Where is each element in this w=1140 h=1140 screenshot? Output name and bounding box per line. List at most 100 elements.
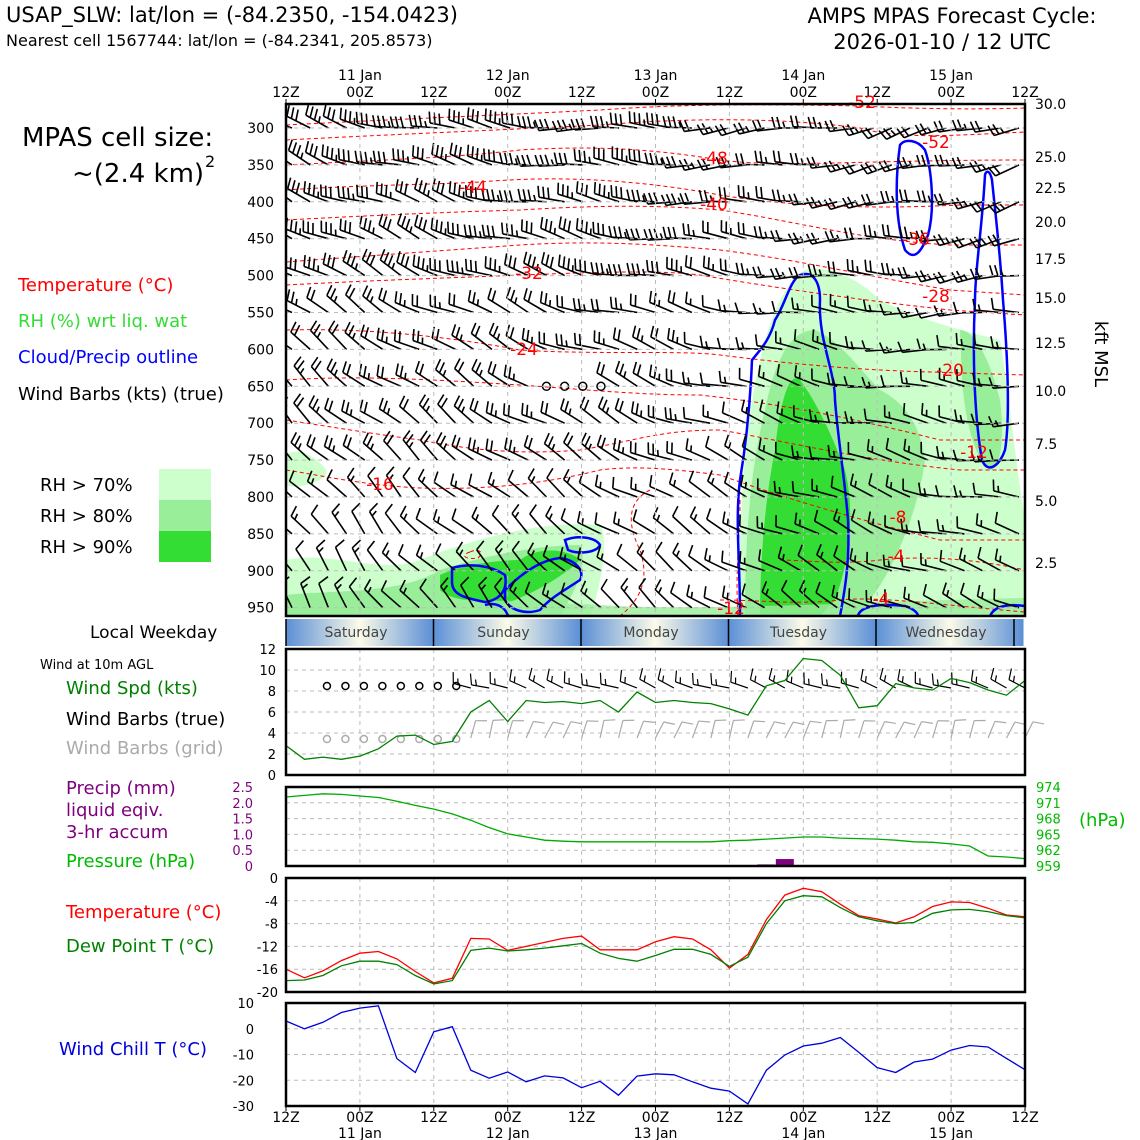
wind-barb [344,284,366,314]
wind-barb [612,511,638,535]
wind-barb [657,668,675,689]
altitude-tick-label: 25.0 [1035,150,1066,166]
top-time-tick: 00Z [494,85,521,101]
wind-barb [741,583,765,609]
wind-barb [516,154,547,167]
wind-barb [453,395,475,424]
wind-barb [580,580,602,609]
wind-barb [290,321,311,350]
wind-barb [509,669,527,689]
wind-barb [448,108,474,129]
wind-barb [594,512,620,535]
pressure-line [285,793,1026,860]
precip-tick-label: 0.5 [232,844,253,859]
wind-barb [816,543,838,572]
wind-barb [306,434,329,461]
windchill-label: Wind Chill T (°C) [59,1039,207,1060]
wind-barb [543,432,566,461]
wind-barb [636,720,655,739]
wind-barb [784,721,805,739]
wind-barb [362,432,384,461]
wind-chill-tick-label: -10 [233,1049,254,1064]
wind-barb [334,539,348,572]
wind-barb [646,260,674,277]
wind-barb [994,548,1020,572]
wind-barb [987,123,1020,137]
wind-barb [322,104,347,129]
wind-barb [629,293,656,314]
wind-barb [286,272,293,277]
wind-barb [866,439,893,461]
wind-barb [721,550,747,572]
wind-barb [523,435,547,461]
wind-barb [354,150,383,166]
wind-barb [625,228,656,241]
cell-size-title: MPAS cell size: [22,123,213,153]
wind-barb [775,331,802,351]
wind-barb [756,516,783,535]
temperature-contour-label: -36 [902,230,930,250]
wind-barb [647,442,674,461]
wind-barb [520,219,547,240]
wind-barb [858,720,876,739]
rh-key-label: RH > 90% [40,537,133,558]
wind-barb [749,668,767,689]
wind-barb [326,358,348,387]
bottom-time-axis: 12Z 00Z 12Z 00Z 12Z 00Z 12Z 00Z 12Z 00Z 12Z 11 Jan 1… [272,1106,1039,1140]
wind-barb [376,327,402,351]
wind-barb [414,177,438,203]
temperature-panel: 0 -4 -8 -12 -16 -20 [257,872,1027,1001]
wind-barb [702,255,729,277]
wind-barb [308,395,329,424]
weekday-label: Saturday [324,625,387,641]
cross-section-panel: -52-52-48-44-40-36-32-28-24-20-16-12-12-… [247,93,1111,619]
wind-barb [612,476,638,498]
wind-barb [435,431,457,461]
wind-barb [360,324,384,351]
dew-label: Dew Point T (°C) [66,936,214,957]
wind-barb [396,213,420,240]
wind-barb [397,544,420,572]
weekday-band [581,619,729,646]
wind-barb [811,368,838,388]
wind-barb [696,158,729,171]
wind-barb [844,411,874,424]
wind-barb [430,217,456,240]
legend-temperature: Temperature (°C) [17,275,173,296]
wind-barb [728,719,745,739]
wind-barb [821,719,838,739]
wind-barb [917,520,947,535]
wind-barb [1005,721,1027,739]
wind-barb [976,584,1002,609]
wind-barb [632,509,656,535]
wind-barb [990,297,1020,314]
wind-barb [321,144,347,166]
wind-barb [504,437,529,461]
temperature-contour-label: -52 [922,133,950,153]
wind-barb [523,251,547,277]
wind-barb [287,139,311,166]
wind-barb [286,378,293,387]
wind-barb [684,255,711,277]
weekday-band [728,619,876,646]
wind-barb [665,368,693,388]
wind-barb [761,580,784,609]
wind-barb [630,401,656,424]
calm-wind-marker [341,681,350,691]
bottom-time-tick: 12Z [420,1110,447,1126]
temperature-line [285,887,1026,984]
wind-barb [668,472,693,498]
wind-barb [757,365,784,388]
wind-barb [546,467,566,498]
wind-barb [394,291,420,314]
temperature-contour-label: -48 [700,149,728,169]
wind-barb [685,291,711,314]
wind-barb [385,466,402,498]
wind-barb [878,127,911,140]
bottom-time-tick: 00Z [790,1110,817,1126]
wind-barb [737,185,765,203]
wind-barb [572,298,602,314]
wind-barb [660,193,692,207]
wind-barb [884,515,911,535]
wind-barb [786,669,804,689]
